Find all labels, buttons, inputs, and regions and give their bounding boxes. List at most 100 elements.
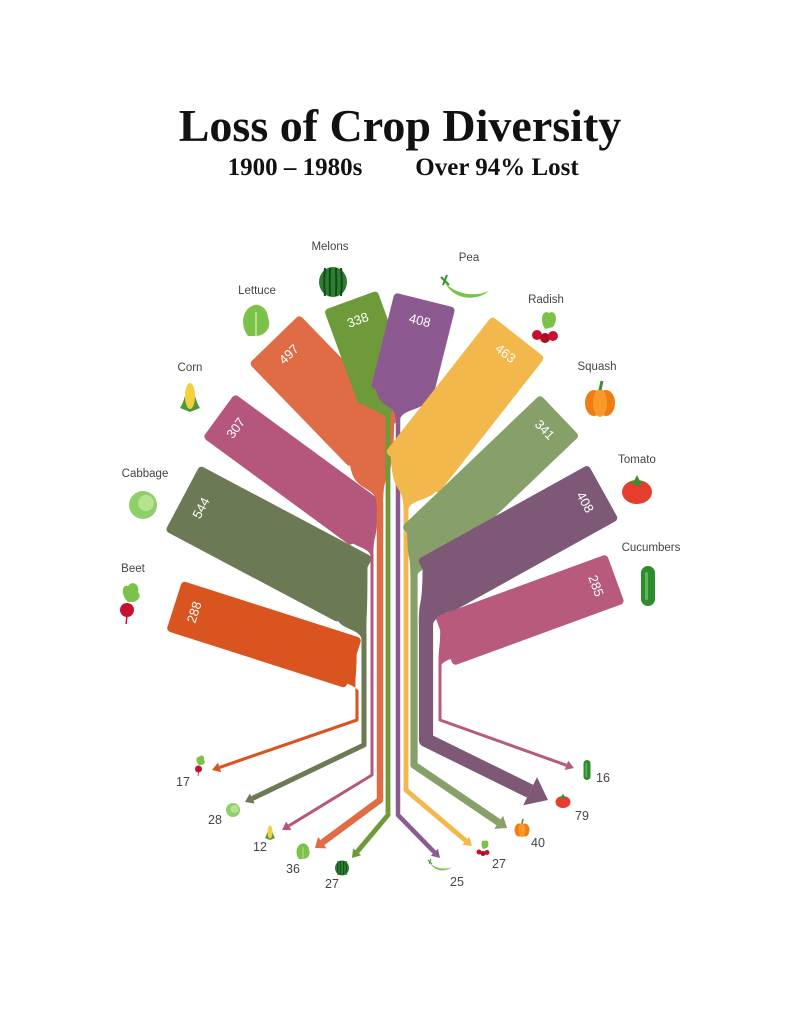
chart-title: Loss of Crop Diversity [179,100,622,151]
watermelon-icon-part [323,267,326,297]
crop-label: Pea [459,252,480,264]
value-1980s: 27 [492,857,506,871]
value-1900: 288 [184,600,205,625]
beet-icon-part [125,615,128,625]
branch-taper [350,503,378,556]
value-1980s: 28 [208,813,222,827]
value-1980s: 79 [575,809,589,823]
crop-label: Tomato [618,454,656,466]
radish-icon-part [481,840,489,849]
value-1980s: 36 [286,862,300,876]
cabbage-icon [226,803,240,817]
tomato-icon [622,475,652,504]
crop-label: Corn [178,362,203,374]
radish-icon-part [480,851,486,856]
stem-1980s [355,418,391,854]
stem-1980s [251,638,367,801]
branch-taper [336,558,368,640]
branch-taper [343,640,359,692]
radish-icon-part [548,331,558,341]
stem-1980s [320,503,384,846]
radish-icon [476,840,490,856]
pumpkin-icon [514,818,530,837]
pea-icon-part [430,863,452,871]
value-1980s: 12 [253,840,267,854]
arrow-head [564,760,574,771]
tomato-icon-part [629,475,645,486]
arrow-head [494,815,507,829]
crop-label: Radish [528,294,564,306]
lettuce-icon [296,843,310,859]
stem-1980s [438,663,567,767]
branch-taper [375,385,429,420]
value-1980s: 25 [450,875,464,889]
crop-label: Beet [121,563,145,575]
arrow-head [212,762,222,773]
arrow-head [430,848,440,858]
branch-beet: 288 Beet 17 [120,563,361,789]
tomato-icon-part [555,796,571,808]
cabbage-icon [129,491,157,519]
chart-subtitle-loss: Over 94% Lost [415,154,579,181]
arrow-head [523,777,548,806]
stem-1980s [219,690,359,769]
beet-icon-part [122,583,140,602]
pea-icon-part [440,274,450,286]
crop-label: Lettuce [238,285,276,297]
arrow-head [282,821,292,831]
stem-1980s [403,508,468,843]
beet-icon [195,755,205,777]
pumpkin-icon-part [593,389,607,417]
pea-icon-part [445,283,489,298]
corn-icon-part [185,383,195,409]
cucumber-icon [641,566,655,606]
radish-icon [532,312,558,343]
chart-subtitle-years: 1900 – 1980s [228,154,363,181]
value-1900: 338 [345,309,371,331]
arrow-head [245,793,255,804]
pumpkin-icon-part [518,823,526,837]
watermelon-icon-part [340,267,343,297]
radish-icon-part [540,333,550,343]
branch-taper [418,561,450,625]
pea-icon [440,274,489,298]
crop-label: Squash [577,361,616,373]
radish-icon-part [542,312,556,329]
branches: 288Beet17544Cabbage28307Corn12497Lettuce… [120,241,681,891]
crop-label: Cabbage [122,468,169,480]
branch-cucumbers: 285 Cucumbers 16 [436,542,681,785]
stem-1980s [410,573,501,826]
value-1980s: 16 [596,771,610,785]
tomato-icon [555,793,571,808]
branch-taper [390,451,438,510]
beet-icon [120,583,140,625]
watermelon-icon [319,267,347,297]
value-1900: 408 [408,311,433,331]
value-1900: 285 [585,573,607,599]
stem-1980s [418,623,534,798]
pumpkin-icon [585,380,615,417]
cabbage-icon-part [138,495,154,511]
corn-icon-part [267,825,273,839]
cucumber-icon-part [585,763,587,777]
tomato-icon-part [559,793,567,799]
crop-label: Cucumbers [622,542,681,554]
radish-icon-part [484,850,490,855]
beet-icon-part [120,603,134,617]
radish-icon-part [532,330,542,340]
corn-icon [180,383,200,412]
crop-label: Melons [311,241,348,253]
pumpkin-icon-part [598,380,604,391]
cucumber-icon-part [645,572,648,600]
cabbage-icon-part [230,805,239,813]
beet-icon-part [197,771,199,777]
pea-icon [427,858,452,871]
stem-1980s [395,418,437,854]
watermelon-icon-part [335,860,349,876]
cucumber-icon [583,760,591,780]
branch-taper [438,619,456,665]
